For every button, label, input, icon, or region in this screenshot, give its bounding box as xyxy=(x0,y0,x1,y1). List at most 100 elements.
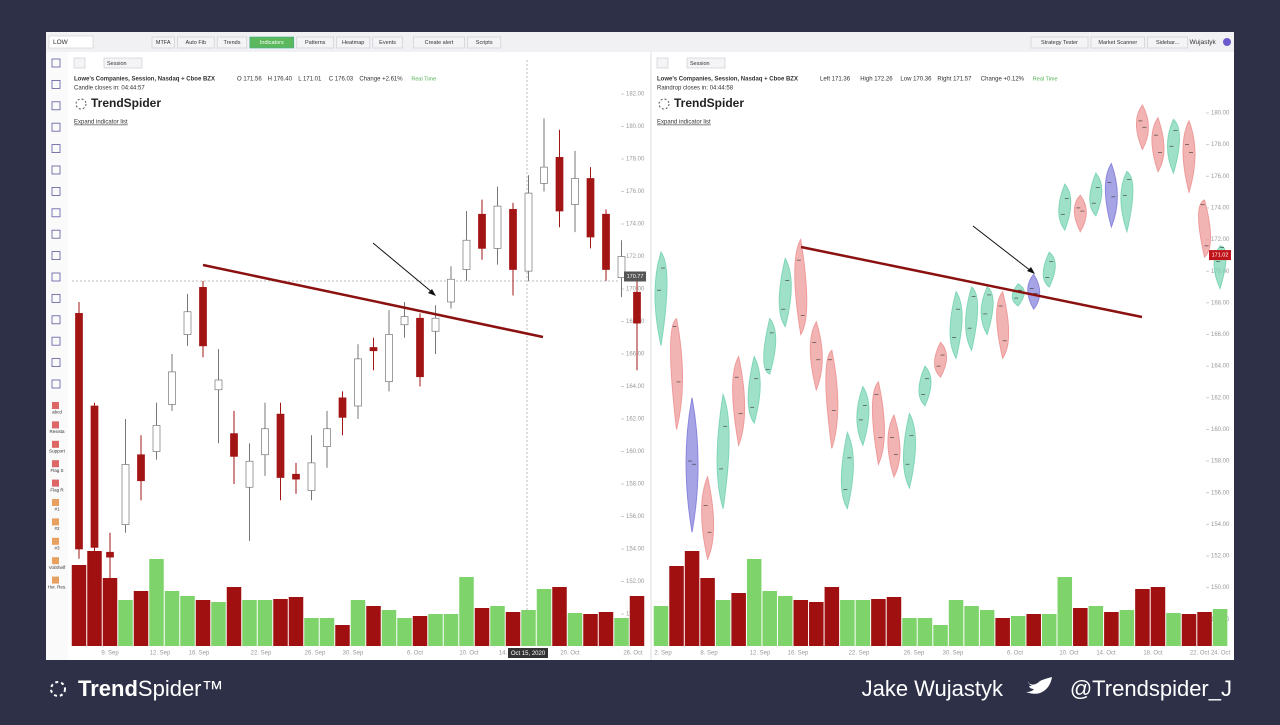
volume-bar xyxy=(777,596,793,646)
tool-icon[interactable] xyxy=(51,144,61,154)
y-tick-label: 176.00 xyxy=(626,189,645,195)
x-tick-label: 26. Oct xyxy=(623,651,643,657)
tool-icon[interactable] xyxy=(51,101,61,111)
candle-body xyxy=(586,178,595,238)
arrow[interactable] xyxy=(972,225,1032,272)
tool-icon[interactable] xyxy=(51,336,61,346)
session-dropdown[interactable] xyxy=(103,57,143,69)
volume-bar xyxy=(933,625,948,646)
volume-bar xyxy=(226,587,242,646)
toolbar-button[interactable] xyxy=(372,36,403,49)
tool-icon[interactable] xyxy=(51,251,61,261)
symbol: LOW xyxy=(53,39,69,46)
volume-bar xyxy=(948,600,964,646)
candle-body xyxy=(431,317,440,332)
tool-icon[interactable] xyxy=(52,440,59,448)
tool-icon[interactable] xyxy=(51,122,61,132)
toolbar-button[interactable] xyxy=(413,36,465,49)
candle-body xyxy=(540,166,548,184)
chart-toolbar-button[interactable] xyxy=(73,57,86,69)
tool-icon[interactable] xyxy=(51,165,61,175)
candle-body xyxy=(447,278,455,303)
tool-label: VolShelf xyxy=(49,565,66,570)
y-tick-label: 166.00 xyxy=(626,352,645,358)
toolbar-button[interactable] xyxy=(296,36,334,49)
tool-icon[interactable] xyxy=(52,537,59,545)
tool-icon[interactable] xyxy=(51,315,61,325)
raindrop xyxy=(763,317,777,375)
volume-bar xyxy=(1088,606,1104,646)
crosshair-date-tag xyxy=(508,648,548,658)
tool-icon[interactable] xyxy=(51,58,61,68)
tool-icon[interactable] xyxy=(52,518,59,526)
volume-bar xyxy=(917,618,933,646)
raindrop xyxy=(685,397,699,533)
volume-bar xyxy=(118,600,133,646)
volume-bar xyxy=(598,612,614,646)
y-tick-label: 162.00 xyxy=(626,417,645,423)
candle-body xyxy=(261,428,269,456)
crosshair-date: Oct 15, 2020 xyxy=(511,651,546,657)
x-tick-label: 26. Sep xyxy=(305,651,326,657)
toolbar-button[interactable] xyxy=(249,36,295,49)
raindrop xyxy=(1120,170,1134,234)
tool-icon[interactable] xyxy=(52,479,59,487)
tool-icon[interactable] xyxy=(51,272,61,282)
arrow[interactable] xyxy=(372,242,434,294)
tool-icon[interactable] xyxy=(51,186,61,196)
volume-bar xyxy=(87,551,102,646)
toolbar-button-label: MTFA xyxy=(156,40,171,46)
toolbar-button[interactable] xyxy=(1147,36,1188,49)
volume-bar xyxy=(653,606,669,646)
x-tick-label: 8. Sep xyxy=(700,651,718,657)
ohlc-stat: Right 171.57 xyxy=(937,77,972,83)
tool-icon[interactable] xyxy=(52,499,59,506)
tool-icon[interactable] xyxy=(52,576,59,584)
trend-line[interactable] xyxy=(800,245,1143,319)
toolbar-button[interactable] xyxy=(177,36,215,49)
tool-icon[interactable] xyxy=(52,402,59,409)
x-tick-label: 6. Oct xyxy=(407,651,423,657)
raindrop xyxy=(1058,183,1072,232)
candle-body xyxy=(524,192,533,272)
raindrop xyxy=(980,286,994,336)
toolbar-button[interactable] xyxy=(336,36,371,49)
tool-icon[interactable] xyxy=(51,379,61,389)
logo-icon xyxy=(658,98,670,110)
volume-bar xyxy=(412,616,428,646)
expand-link[interactable]: Expand indicator list xyxy=(657,120,711,126)
toolbar-button[interactable] xyxy=(216,36,248,49)
trend-line[interactable] xyxy=(202,263,544,339)
toolbar-button[interactable] xyxy=(1090,36,1145,49)
candle-body xyxy=(571,178,579,205)
tool-icon[interactable] xyxy=(52,460,59,468)
brand-a: Trend xyxy=(78,676,138,701)
toolbar-button-label: Events xyxy=(379,40,396,46)
tool-icon[interactable] xyxy=(51,293,61,303)
candle-body xyxy=(245,460,254,488)
tool-icon[interactable] xyxy=(51,229,61,239)
chart-title: Lowe's Companies, Session, Nasdaq + Cboe… xyxy=(657,77,798,83)
volume-bar xyxy=(1212,609,1228,646)
twitter-icon xyxy=(1026,677,1052,694)
chart-toolbar-button[interactable] xyxy=(656,57,669,69)
expand-link[interactable]: Expand indicator list xyxy=(74,120,128,126)
volume-bar xyxy=(731,593,746,646)
toolbar-button[interactable] xyxy=(1030,36,1089,49)
tool-icon[interactable] xyxy=(51,208,61,218)
volume-bar xyxy=(1150,587,1166,646)
tool-icon[interactable] xyxy=(52,421,59,429)
tool-icon[interactable] xyxy=(51,80,61,89)
toolbar-button[interactable] xyxy=(151,36,175,49)
ohlc-stat: High 172.26 xyxy=(860,77,893,83)
user-avatar[interactable] xyxy=(1223,38,1231,46)
session-dropdown[interactable] xyxy=(686,57,726,69)
toolbar-button[interactable] xyxy=(467,36,502,49)
tool-icon[interactable] xyxy=(51,358,61,368)
arrow-head xyxy=(428,289,436,296)
volume-bar xyxy=(684,551,700,646)
volume-bar xyxy=(366,606,381,646)
y-tick-label: 152.00 xyxy=(1211,554,1230,560)
symbol-input[interactable] xyxy=(48,35,94,49)
tool-icon[interactable] xyxy=(52,557,59,565)
